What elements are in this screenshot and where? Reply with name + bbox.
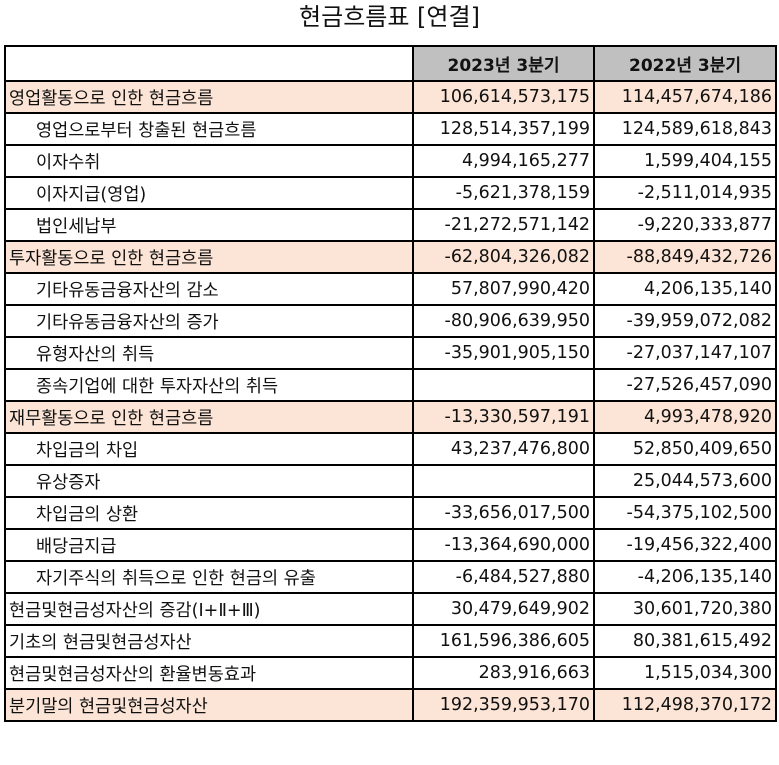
table-row: 법인세납부 -21,272,571,142 -9,220,333,877 [4,208,777,242]
value-2022q3: 52,850,409,650 [593,432,777,466]
table-row: 기타유동금융자산의 감소 57,807,990,420 4,206,135,140 [4,272,777,306]
value-2023q3: -80,906,639,950 [412,304,595,338]
header-2023q3: 2023년 3분기 [412,45,595,82]
value-2022q3: -39,959,072,082 [593,304,777,338]
table-row: 기타유동금융자산의 증가 -80,906,639,950 -39,959,072,0… [4,304,777,338]
value-2022q3: -9,220,333,877 [593,208,777,242]
value-2022q3: 80,381,615,492 [593,624,777,658]
value-2023q3: 30,479,649,902 [412,592,595,626]
table-row: 배당금지급 -13,364,690,000 -19,456,322,400 [4,528,777,562]
value-2023q3: -35,901,905,150 [412,336,595,370]
table-row: 기초의 현금및현금성자산 161,596,386,605 80,381,615,49… [4,624,777,658]
value-2022q3: 114,457,674,186 [593,80,777,114]
value-2022q3: 30,601,720,380 [593,592,777,626]
value-2022q3: 1,515,034,300 [593,656,777,690]
table-row: 투자활동으로 인한 현금흐름 -62,804,326,082 -88,849,432… [4,240,777,274]
row-label: 유형자산의 취득 [4,336,414,370]
header-2022q3: 2022년 3분기 [593,45,777,82]
row-label: 기타유동금융자산의 감소 [4,272,414,306]
value-2023q3: -21,272,571,142 [412,208,595,242]
row-label: 종속기업에 대한 투자자산의 취득 [4,368,414,402]
row-label: 분기말의 현금및현금성자산 [4,688,414,722]
table-row: 자기주식의 취득으로 인한 현금의 유출 -6,484,527,880 -4,206… [4,560,777,594]
table-row: 차입금의 차입 43,237,476,800 52,850,409,650 [4,432,777,466]
value-2023q3: 106,614,573,175 [412,80,595,114]
table-row: 유형자산의 취득 -35,901,905,150 -27,037,147,107 [4,336,777,370]
row-label: 법인세납부 [4,208,414,242]
value-2022q3: -4,206,135,140 [593,560,777,594]
value-2023q3 [412,464,595,498]
row-label: 재무활동으로 인한 현금흐름 [4,400,414,434]
value-2023q3: -62,804,326,082 [412,240,595,274]
value-2023q3: -13,330,597,191 [412,400,595,434]
table-row: 분기말의 현금및현금성자산 192,359,953,170 112,498,370,… [4,688,777,722]
value-2022q3: -27,526,457,090 [593,368,777,402]
value-2022q3: 112,498,370,172 [593,688,777,722]
value-2022q3: 4,206,135,140 [593,272,777,306]
table-row: 영업활동으로 인한 현금흐름 106,614,573,175 114,457,674… [4,80,777,114]
value-2023q3: -5,621,378,159 [412,176,595,210]
table-row: 재무활동으로 인한 현금흐름 -13,330,597,191 4,993,478,9… [4,400,777,434]
row-label: 영업으로부터 창출된 현금흐름 [4,112,414,146]
value-2022q3: -27,037,147,107 [593,336,777,370]
table-row: 이자수취 4,994,165,277 1,599,404,155 [4,144,777,178]
row-label: 현금및현금성자산의 환율변동효과 [4,656,414,690]
value-2022q3: -19,456,322,400 [593,528,777,562]
value-2023q3: -33,656,017,500 [412,496,595,530]
value-2023q3 [412,368,595,402]
value-2023q3: -13,364,690,000 [412,528,595,562]
row-label: 유상증자 [4,464,414,498]
value-2022q3: -2,511,014,935 [593,176,777,210]
value-2023q3: 192,359,953,170 [412,688,595,722]
value-2022q3: 25,044,573,600 [593,464,777,498]
row-label: 자기주식의 취득으로 인한 현금의 유출 [4,560,414,594]
value-2023q3: 283,916,663 [412,656,595,690]
value-2023q3: 4,994,165,277 [412,144,595,178]
value-2022q3: 4,993,478,920 [593,400,777,434]
row-label: 현금및현금성자산의 증감(Ⅰ+Ⅱ+Ⅲ) [4,592,414,626]
row-label: 배당금지급 [4,528,414,562]
header-blank [4,45,414,82]
table-row: 영업으로부터 창출된 현금흐름 128,514,357,199 124,589,61… [4,112,777,146]
value-2023q3: 43,237,476,800 [412,432,595,466]
value-2023q3: 128,514,357,199 [412,112,595,146]
table-row: 유상증자 25,044,573,600 [4,464,777,498]
cash-flow-table: 2023년 3분기 2022년 3분기 영업활동으로 인한 현금흐름 106,61… [4,45,777,722]
table-row: 이자지급(영업) -5,621,378,159 -2,511,014,935 [4,176,777,210]
value-2022q3: 124,589,618,843 [593,112,777,146]
page-title: 현금흐름표 [연결] [299,3,480,31]
row-label: 투자활동으로 인한 현금흐름 [4,240,414,274]
value-2022q3: -88,849,432,726 [593,240,777,274]
value-2022q3: -54,375,102,500 [593,496,777,530]
row-label: 차입금의 차입 [4,432,414,466]
table-row: 차입금의 상환 -33,656,017,500 -54,375,102,500 [4,496,777,530]
value-2023q3: 161,596,386,605 [412,624,595,658]
table-row: 종속기업에 대한 투자자산의 취득 -27,526,457,090 [4,368,777,402]
row-label: 영업활동으로 인한 현금흐름 [4,80,414,114]
row-label: 차입금의 상환 [4,496,414,530]
value-2023q3: 57,807,990,420 [412,272,595,306]
row-label: 기초의 현금및현금성자산 [4,624,414,658]
row-label: 기타유동금융자산의 증가 [4,304,414,338]
table-row: 현금및현금성자산의 환율변동효과 283,916,663 1,515,034,300 [4,656,777,690]
value-2023q3: -6,484,527,880 [412,560,595,594]
value-2022q3: 1,599,404,155 [593,144,777,178]
row-label: 이자지급(영업) [4,176,414,210]
header-row: 2023년 3분기 2022년 3분기 [4,45,777,82]
table-body: 영업활동으로 인한 현금흐름 106,614,573,175 114,457,674… [4,80,777,722]
table-row: 현금및현금성자산의 증감(Ⅰ+Ⅱ+Ⅲ) 30,479,649,902 30,601,… [4,592,777,626]
row-label: 이자수취 [4,144,414,178]
